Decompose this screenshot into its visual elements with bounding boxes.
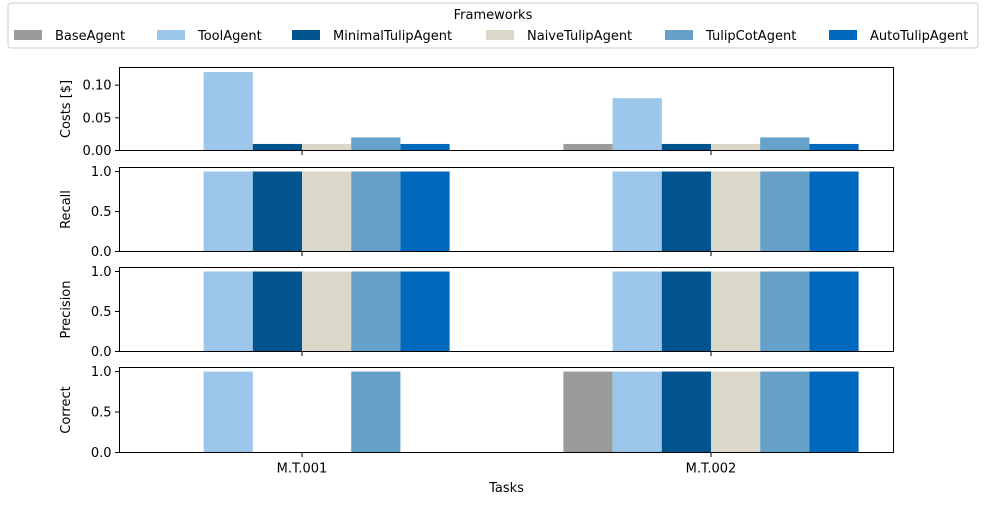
bar-panel2-s6-c2 [809,171,859,252]
axes-frame-2 [119,167,894,252]
bar-panel3-s5-c2 [760,271,810,352]
bar-panel1-s6-c1 [400,143,450,151]
bar-panel4-s5-c2 [760,371,810,453]
legend-swatch-1 [14,30,42,40]
axes-frame-1 [119,67,894,151]
legend-label-4: NaiveTulipAgent [527,29,632,44]
ytick-label-2-2: 0.5 [91,205,112,220]
ytick-label-3-2: 0.5 [91,305,112,320]
ytick-label-4-3: 1.0 [91,365,112,380]
legend-frame [7,2,979,49]
bar-panel2-s5-c1 [351,171,401,252]
ytick-label-1-3: 0.10 [83,79,112,94]
bar-panel3-s4-c2 [711,271,761,352]
bar-panel3-s3-c1 [252,271,302,352]
bar-panel1-s2-c2 [612,98,662,151]
bar-panel1-s5-c1 [351,137,401,151]
bar-panel3-s2-c1 [203,271,253,352]
bar-panel1-s6-c2 [809,143,859,151]
legend-label-6: AutoTulipAgent [870,29,968,44]
bar-panel1-s5-c2 [760,137,810,151]
bar-panel2-s4-c2 [711,171,761,252]
legend-label-3: MinimalTulipAgent [333,29,452,44]
bar-panel4-s5-c1 [351,371,401,453]
bar-panel1-s4-c2 [711,143,761,151]
ytick-label-2-1: 0.0 [91,245,112,260]
legend-swatch-6 [829,30,857,40]
bar-panel1-s1-c2 [563,143,613,151]
bar-panel2-s4-c1 [302,171,352,252]
ytick-label-1-1: 0.00 [83,144,112,159]
bar-panel1-s3-c2 [661,143,711,151]
legend-swatch-3 [292,30,320,40]
ylabel-panel-3: Precision [59,280,74,338]
bar-panel4-s4-c2 [711,371,761,453]
axes-frame-3 [119,267,894,352]
ytick-label-4-2: 0.5 [91,406,112,421]
bar-panel4-s2-c2 [612,371,662,453]
bar-panel1-s4-c1 [302,143,352,151]
ytick-label-4-1: 0.0 [91,446,112,461]
legend-swatch-2 [157,30,185,40]
bar-panel1-s2-c1 [203,72,253,151]
legend-label-1: BaseAgent [55,29,125,44]
xtick-label-2: M.T.002 [686,462,737,477]
ytick-label-1-2: 0.05 [83,111,112,126]
bar-panel2-s2-c2 [612,171,662,252]
bar-panel4-s3-c2 [661,371,711,453]
ytick-label-2-3: 1.0 [91,165,112,180]
bar-panel3-s6-c1 [400,271,450,352]
bar-panel3-s2-c2 [612,271,662,352]
bar-panel4-s2-c1 [203,371,253,453]
bar-panel3-s6-c2 [809,271,859,352]
bar-panel2-s3-c1 [252,171,302,252]
bar-panel3-s4-c1 [302,271,352,352]
legend-swatch-5 [665,30,693,40]
ylabel-panel-1: Costs [$] [59,80,74,138]
bar-panel3-s5-c1 [351,271,401,352]
bar-panel2-s2-c1 [203,171,253,252]
x-axis-label: Tasks [488,481,524,496]
bar-panel4-s6-c2 [809,371,859,453]
bar-panel2-s6-c1 [400,171,450,252]
bar-panel1-s3-c1 [252,143,302,151]
ylabel-panel-4: Correct [59,386,74,433]
legend-label-5: TulipCotAgent [705,29,796,44]
bar-panel4-s1-c2 [563,371,613,453]
xtick-label-1: M.T.001 [277,462,328,477]
legend-swatch-4 [486,30,514,40]
bar-panel2-s5-c2 [760,171,810,252]
legend-title: Frameworks [454,8,533,23]
bar-panel2-s3-c2 [661,171,711,252]
ytick-label-3-3: 1.0 [91,265,112,280]
axes-frame-4 [119,367,894,453]
ytick-label-3-1: 0.0 [91,345,112,360]
bar-panel3-s3-c2 [661,271,711,352]
ylabel-panel-2: Recall [59,190,74,229]
legend-label-2: ToolAgent [197,29,262,44]
